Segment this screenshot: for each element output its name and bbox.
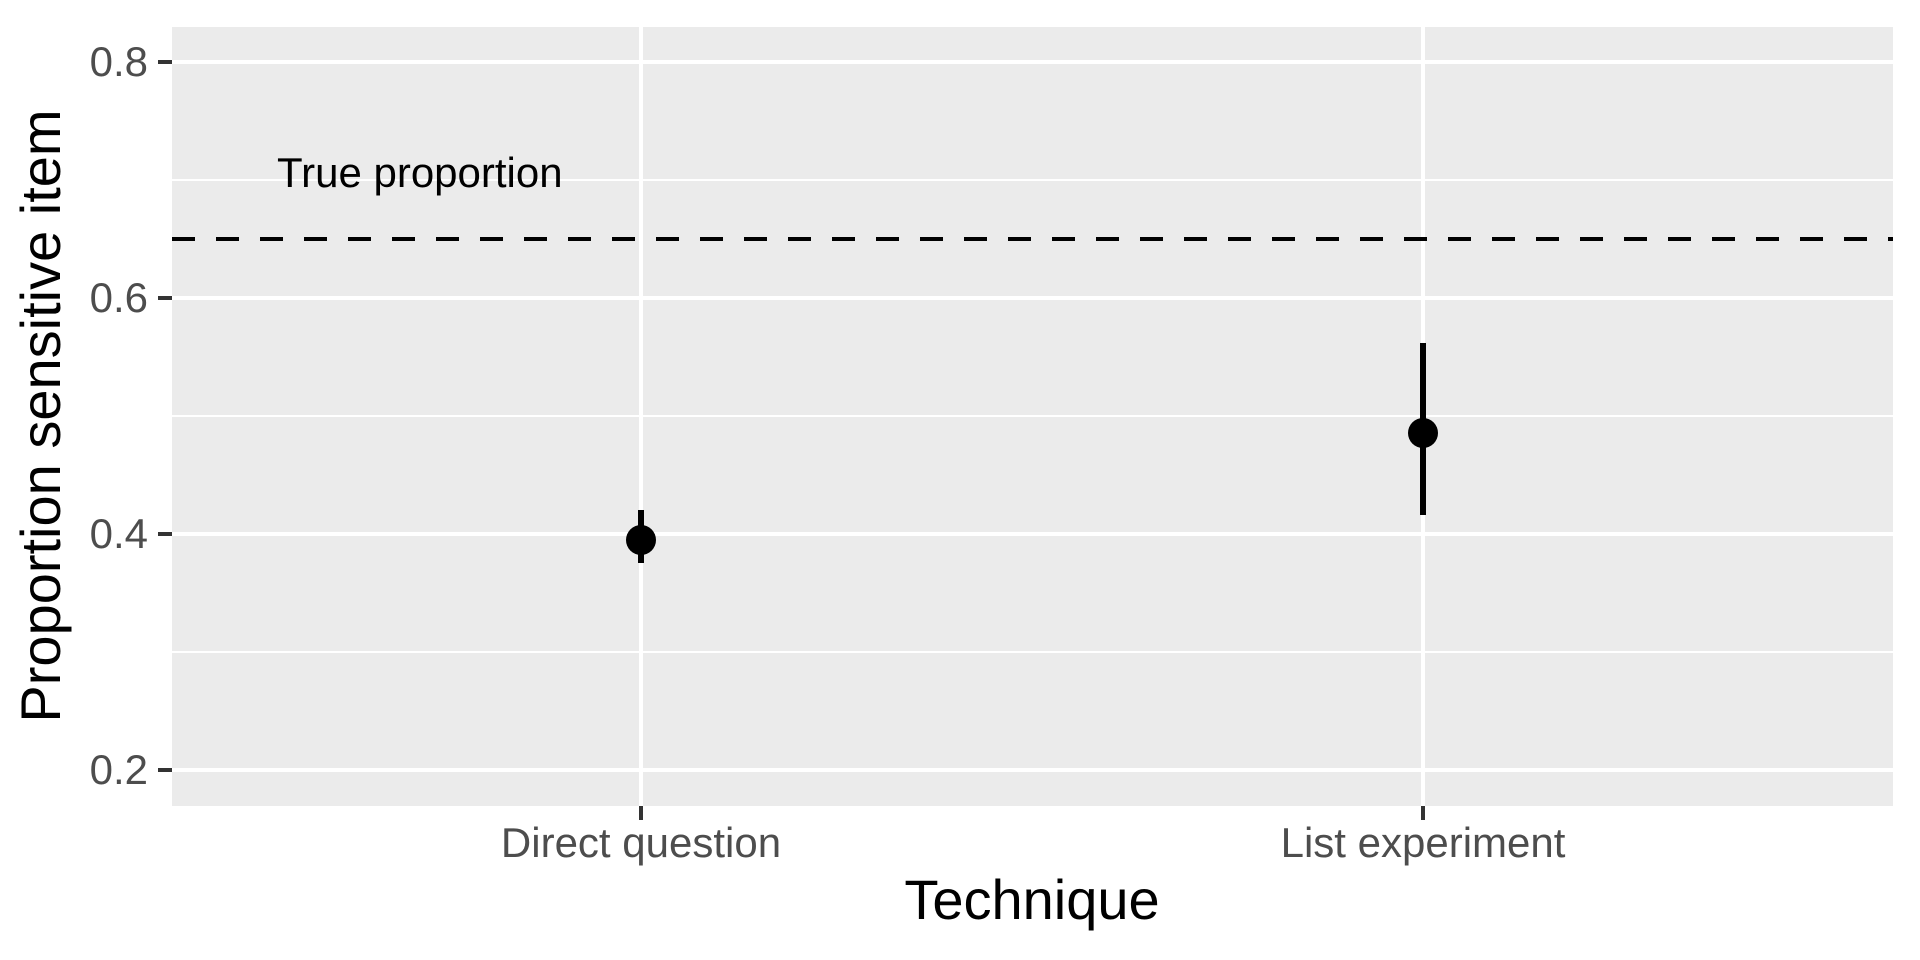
reference-line-dashed <box>172 237 1893 241</box>
x-tick-mark <box>639 806 643 820</box>
category-label: List experiment <box>1280 819 1566 866</box>
y-tick-mark <box>158 60 172 64</box>
y-tick-label: 0.6 <box>89 274 148 321</box>
y-grid-major <box>172 60 1893 64</box>
category-label: Direct question <box>500 819 782 866</box>
plot-panel: True proportion <box>172 27 1893 806</box>
y-tick-mark <box>158 296 172 300</box>
y-tick-label: 0.8 <box>89 38 148 85</box>
reference-line-label: True proportion <box>277 149 563 196</box>
y-grid-minor <box>172 651 1893 653</box>
y-grid-minor <box>172 415 1893 417</box>
x-tick-mark <box>1421 806 1425 820</box>
y-grid-major <box>172 768 1893 772</box>
y-axis-title: Proportion sensitive item <box>9 109 72 723</box>
y-grid-major <box>172 296 1893 300</box>
y-tick-mark <box>158 532 172 536</box>
y-tick-mark <box>158 768 172 772</box>
x-axis-title: Technique <box>904 868 1160 931</box>
y-grid-major <box>172 532 1893 536</box>
point-estimate <box>626 524 656 555</box>
y-grid-minor <box>172 179 1893 181</box>
y-tick-label: 0.2 <box>89 746 148 793</box>
point-estimate <box>1408 417 1438 448</box>
y-tick-label: 0.4 <box>89 510 148 557</box>
